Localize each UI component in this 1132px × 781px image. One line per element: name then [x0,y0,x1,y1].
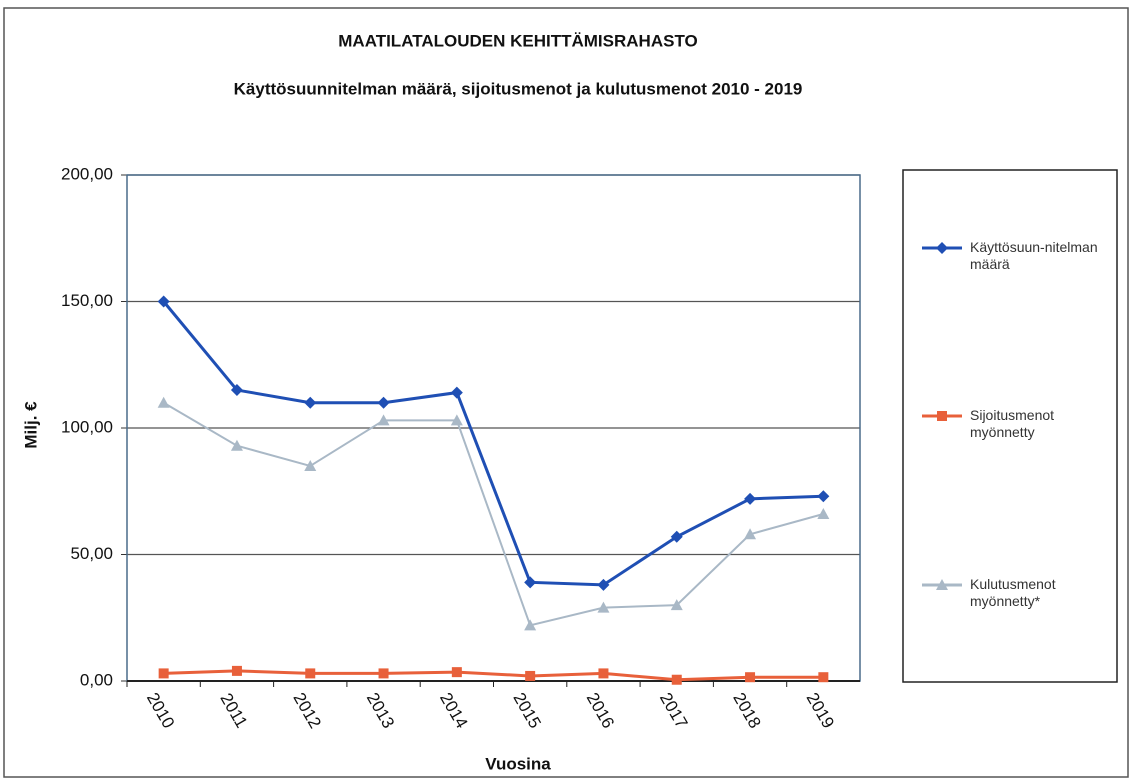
marker [231,665,242,676]
marker [451,667,462,678]
marker [936,579,948,590]
marker [745,672,756,683]
x-tick-label: 2016 [583,689,618,731]
marker [936,242,948,254]
marker [937,411,947,421]
marker [304,459,317,471]
marker [450,414,463,426]
legend-box [902,169,1118,683]
y-axis-label: Milj. € [21,401,40,449]
chart-border [3,7,1129,778]
y-tick-label: 150,00 [61,291,113,310]
marker [670,530,683,543]
marker [744,528,757,540]
x-tick-label: 2014 [436,689,471,731]
marker [817,490,830,503]
x-tick-label: 2015 [509,689,544,731]
marker [598,668,609,679]
marker [230,439,243,451]
chart-title: MAATILATALOUDEN KEHITTÄMISRAHASTO [338,31,698,50]
chart-subtitle: Käyttösuunnitelman määrä, sijoitusmenot … [234,79,803,98]
marker [305,668,316,679]
y-tick-label: 0,00 [80,670,113,689]
marker [817,508,830,520]
marker [158,668,169,679]
x-tick-label: 2017 [656,689,691,731]
y-tick-label: 100,00 [61,417,113,436]
marker [230,384,243,397]
y-tick-label: 50,00 [70,544,113,563]
legend-label: Käyttösuun-nitelman määrä [970,239,1098,272]
marker [377,414,390,426]
x-tick-label: 2019 [803,689,838,731]
y-tick-label: 200,00 [61,164,113,183]
marker [597,601,610,613]
x-tick-label: 2012 [289,689,324,731]
marker [450,386,463,399]
x-tick-label: 2018 [729,689,764,731]
marker [304,396,317,409]
legend-label: Kulutusmenot myönnetty* [970,576,1056,609]
x-tick-label: 2013 [363,689,398,731]
marker [157,396,170,408]
series-line [163,401,824,627]
x-tick-label: 2010 [143,689,178,731]
marker [744,492,757,505]
marker [671,674,682,685]
series-line [162,300,824,587]
marker [818,672,829,683]
legend-label: Sijoitusmenot myönnetty [970,407,1055,440]
marker [525,670,536,681]
marker [377,396,390,409]
marker [378,668,389,679]
marker [157,295,170,308]
marker [597,578,610,591]
series-line [163,669,824,682]
marker [524,619,537,631]
marker [524,576,537,589]
marker [670,599,683,611]
x-tick-label: 2011 [216,690,251,731]
x-axis-label: Vuosina [485,754,551,773]
